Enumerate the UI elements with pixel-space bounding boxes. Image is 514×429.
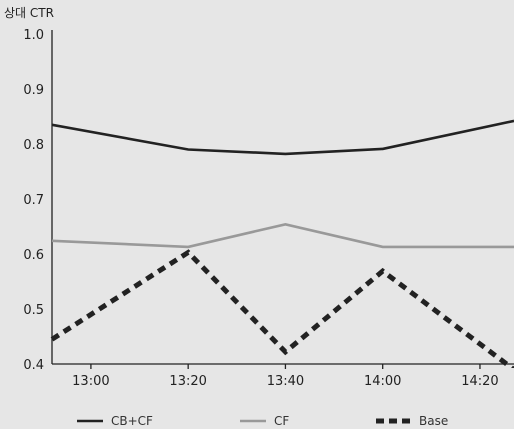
series-layer	[50, 119, 514, 368]
legend-label: CF	[274, 414, 289, 428]
legend-label: Base	[419, 414, 448, 428]
series-base-line	[50, 249, 514, 368]
y-tick-label: 0.9	[23, 83, 44, 98]
y-tick-label: 1.0	[23, 28, 44, 43]
y-tick-label: 0.6	[23, 248, 44, 263]
legend-label: CB+CF	[111, 414, 153, 428]
x-tick-label: 14:20	[461, 374, 498, 389]
series-cf-line	[51, 222, 514, 249]
y-tick-label: 0.5	[23, 303, 44, 318]
x-tick-label: 14:00	[364, 374, 401, 389]
x-tick-label: 13:40	[267, 374, 304, 389]
y-axis: 1.0 0.9 0.8 0.7 0.6 0.5 0.4	[23, 28, 53, 373]
series-cb-cf-line	[51, 119, 514, 156]
x-tick-label: 13:00	[72, 374, 109, 389]
legend: CB+CF CF Base	[77, 414, 448, 428]
x-tick-label: 13:20	[169, 374, 206, 389]
y-tick-label: 0.4	[23, 358, 44, 373]
y-axis-title: 상대 CTR	[4, 6, 54, 20]
y-tick-label: 0.8	[23, 138, 44, 153]
x-axis: 13:00 13:20 13:40 14:00 14:20	[52, 363, 514, 389]
y-tick-label: 0.7	[23, 193, 44, 208]
